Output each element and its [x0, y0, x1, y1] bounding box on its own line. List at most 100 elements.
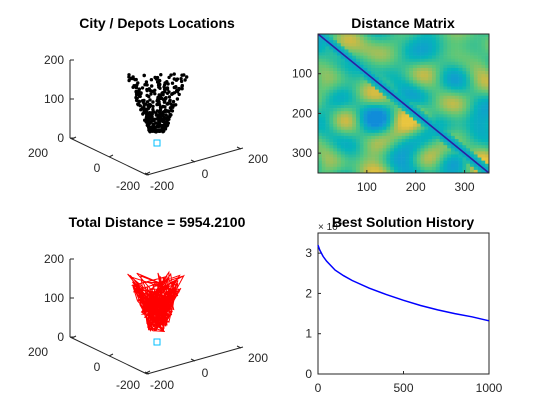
heatmap-cell	[451, 160, 456, 165]
heatmap-cell	[424, 145, 429, 149]
heatmap-cell	[413, 52, 418, 56]
heatmap-cell	[394, 86, 399, 90]
heatmap-cell	[428, 120, 433, 124]
heatmap-cell	[394, 83, 399, 87]
heatmap-cell	[352, 34, 357, 38]
heatmap-cell	[329, 120, 334, 124]
heatmap-cell	[454, 151, 459, 155]
city-point	[156, 114, 160, 119]
heatmap-cell	[466, 123, 471, 127]
heatmap-cell	[367, 98, 372, 103]
heatmap-cell	[337, 114, 342, 118]
heatmap-cell	[428, 83, 433, 87]
heatmap-cell	[340, 142, 345, 146]
heatmap-cell	[390, 52, 395, 56]
heatmap-cell	[397, 105, 402, 109]
heatmap-cell	[329, 157, 334, 161]
heatmap-cell	[451, 58, 456, 63]
heatmap-cell	[333, 89, 338, 93]
heatmap-cell	[454, 166, 459, 171]
heatmap-cell	[424, 61, 429, 66]
heatmap-cell	[352, 148, 357, 152]
heatmap-cell	[333, 154, 338, 158]
heatmap-cell	[477, 108, 482, 112]
heatmap-cell	[485, 92, 490, 97]
heatmap-cell	[356, 92, 361, 97]
heatmap-cell	[432, 80, 437, 84]
heatmap-cell	[473, 34, 478, 38]
heatmap-cell	[485, 77, 490, 81]
heatmap-cell	[325, 139, 330, 143]
heatmap-cell	[397, 80, 402, 84]
heatmap-cell	[451, 111, 456, 115]
heatmap-cell	[458, 151, 463, 155]
heatmap-cell	[375, 105, 380, 109]
city-point	[131, 76, 135, 81]
heatmap-cell	[416, 89, 421, 93]
heatmap-cell	[477, 83, 482, 87]
heatmap-cell	[348, 120, 353, 124]
heatmap-cell	[359, 89, 364, 93]
heatmap-cell	[435, 40, 440, 44]
heatmap-cell	[424, 89, 429, 93]
heatmap-cell	[337, 58, 342, 63]
heatmap-cell	[466, 61, 471, 66]
heatmap-cell	[344, 80, 349, 84]
city-point	[171, 99, 176, 104]
heatmap-cell	[462, 108, 467, 112]
city-point	[157, 128, 162, 132]
city-point	[180, 73, 184, 77]
heatmap-cell	[473, 108, 478, 112]
heatmap-cell	[337, 101, 342, 106]
heatmap-cell	[428, 151, 433, 155]
heatmap-cell	[356, 148, 361, 152]
heatmap-cell	[333, 74, 338, 78]
heatmap-cell	[318, 123, 323, 127]
heatmap-cell	[321, 61, 326, 66]
heatmap-cell	[348, 37, 353, 41]
heatmap-cell	[447, 117, 452, 121]
heatmap-cell	[485, 64, 490, 69]
heatmap-cell	[371, 37, 376, 41]
heatmap-cell	[401, 105, 406, 109]
heatmap-cell	[477, 77, 482, 81]
heatmap-cell	[371, 123, 376, 127]
city-point	[155, 80, 160, 84]
heatmap-cell	[329, 166, 334, 171]
heatmap-cell	[378, 52, 383, 56]
heatmap-cell	[424, 95, 429, 100]
heatmap-cell	[390, 132, 395, 137]
heatmap-cell	[367, 37, 372, 41]
city-x-tick-label: -200	[116, 179, 140, 193]
heatmap-cell	[375, 86, 380, 90]
heatmap-cell	[458, 92, 463, 97]
title-best-solution-history: Best Solution History	[332, 214, 475, 230]
heatmap-cell	[481, 55, 486, 60]
heatmap-cell	[443, 157, 448, 161]
city-point	[155, 102, 159, 107]
heatmap-cell	[454, 129, 459, 134]
heatmap-cell	[454, 40, 459, 44]
heatmap-cell	[340, 101, 345, 106]
heatmap-cell	[439, 163, 444, 168]
heatmap-cell	[348, 117, 353, 121]
heatmap-cell	[473, 123, 478, 127]
heatmap-cell	[397, 64, 402, 69]
heatmap-cell	[435, 61, 440, 66]
heatmap-cell	[344, 71, 349, 75]
heatmap-cell	[394, 123, 399, 127]
heatmap-cell	[435, 67, 440, 72]
heatmap-cell	[477, 166, 482, 171]
heatmap-cell	[378, 77, 383, 81]
heatmap-cell	[348, 40, 353, 44]
heatmap-cell	[348, 105, 353, 109]
heatmap-cell	[363, 40, 368, 44]
heatmap-cell	[413, 160, 418, 165]
heatmap-cell	[367, 55, 372, 60]
heatmap-cell	[382, 101, 387, 106]
heatmap-cell	[344, 132, 349, 137]
route-z-tick-label: 0	[57, 330, 64, 344]
heatmap-cell	[352, 145, 357, 149]
heatmap-cell	[485, 157, 490, 161]
heatmap-cell	[325, 101, 330, 106]
